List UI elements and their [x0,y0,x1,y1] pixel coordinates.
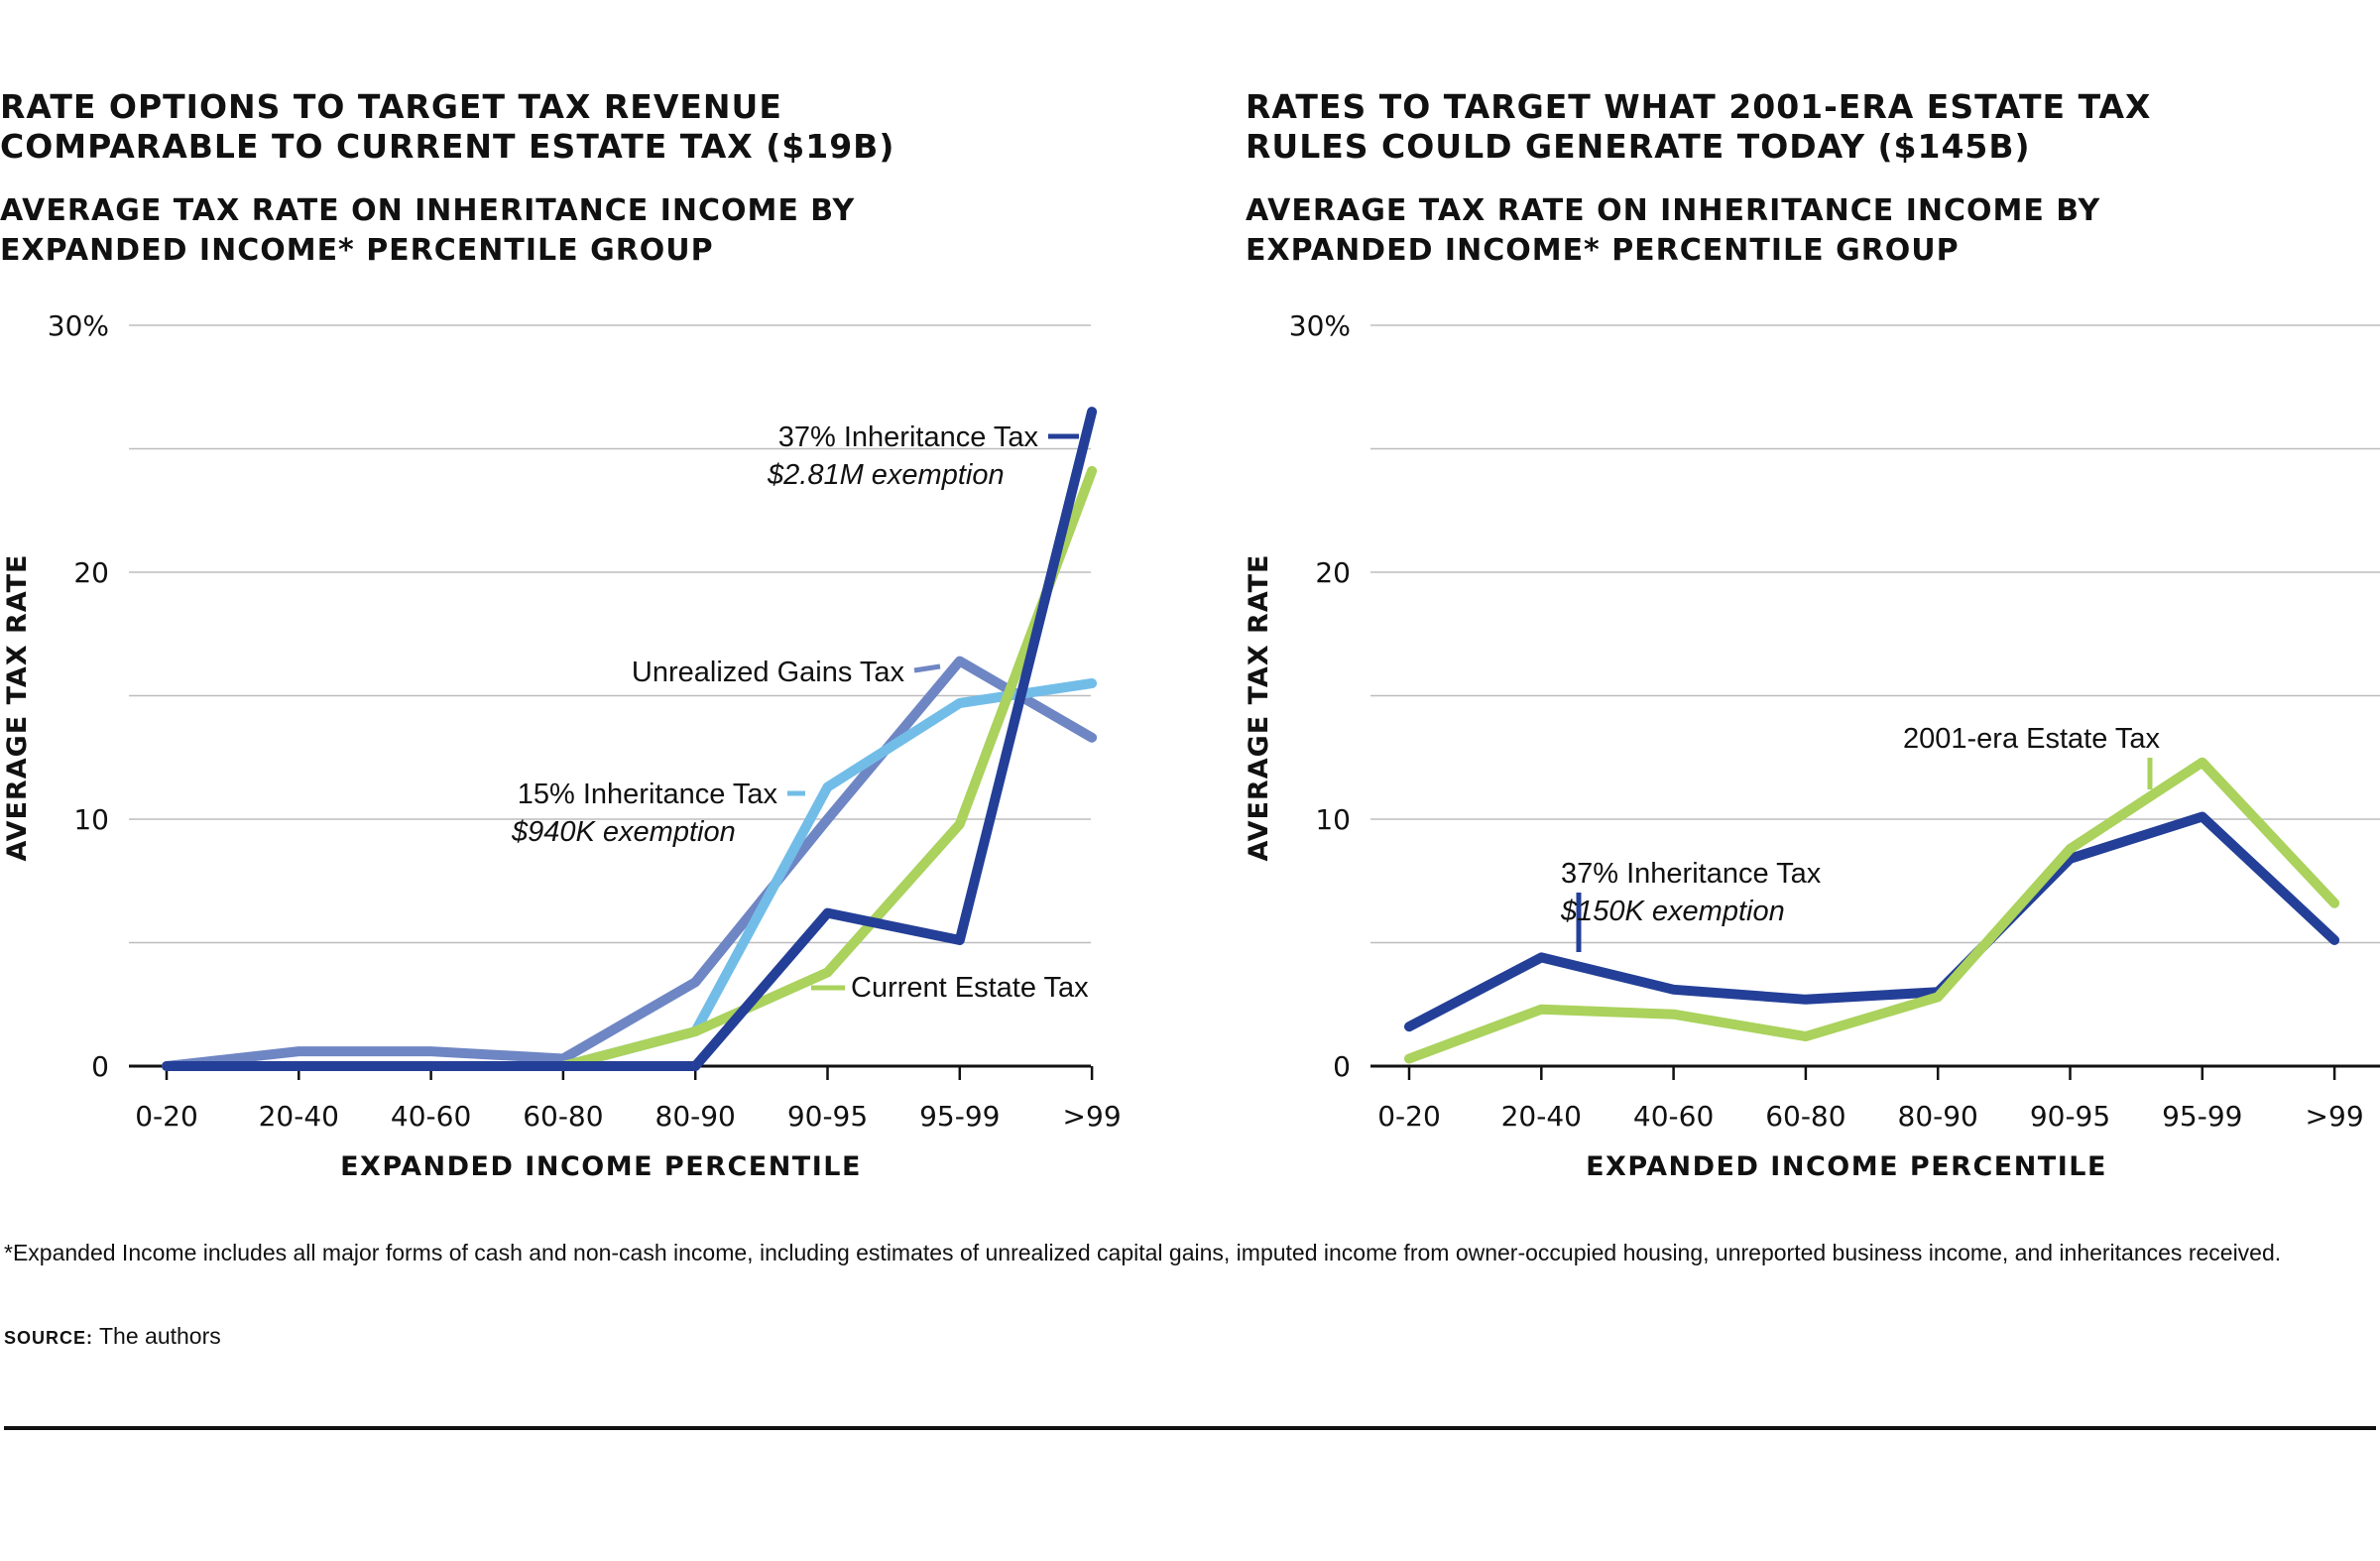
x-tick-label: 20-40 [1501,1100,1582,1133]
left-line-chart: 0 10 20 30% AVERAGE TAX RATE 0-20 20-40 40-60 60… [2,309,1122,1182]
x-tick-label: 95-99 [919,1100,1000,1133]
chart-subtitle: AVERAGE TAX RATE ON INHERITANCE INCOME B… [0,193,856,268]
series-line-0 [1404,811,2340,1032]
series-line-3 [162,407,1098,1071]
x-tick-label: 40-60 [1633,1100,1714,1133]
y-tick-label: 0 [1333,1050,1351,1083]
footnote: *Expanded Income includes all major form… [4,1240,2282,1265]
series-label: 15% Inheritance Tax [518,779,778,810]
x-tick-label: 60-80 [1765,1100,1845,1133]
x-tick-label: 80-90 [655,1100,736,1133]
y-tick-label: 10 [1315,803,1351,836]
chart-title: RATE OPTIONS TO TARGET TAX REVENUE COMPA… [0,87,895,166]
y-tick-label: 30% [48,309,109,342]
x-tick-label: 0-20 [135,1100,198,1133]
source-line: SOURCE: The authors [4,1323,221,1350]
chart-title: RATES TO TARGET WHAT 2001-ERA ESTATE TAX… [1246,87,2152,166]
y-axis-label: AVERAGE TAX RATE [1244,554,1274,862]
series-sublabel: $150K exemption [1560,896,1785,927]
x-tick-label: 0-20 [1377,1100,1441,1133]
series-label: 37% Inheritance Tax [1561,858,1822,890]
series-sublabel: $940K exemption [511,816,736,848]
series-label: 2001-era Estate Tax [1903,723,2161,755]
x-tick-label: 60-80 [523,1100,603,1133]
bottom-rule [4,1426,2376,1430]
series-label: 37% Inheritance Tax [778,421,1039,453]
y-tick-label: 0 [91,1050,109,1083]
x-tick-label: 80-90 [1898,1100,1978,1133]
series-label-leader [913,663,941,673]
y-tick-label: 20 [1315,556,1351,589]
series-line-0 [162,656,1098,1071]
x-axis-label: EXPANDED INCOME PERCENTILE [340,1151,862,1182]
chart-subtitle: AVERAGE TAX RATE ON INHERITANCE INCOME B… [1246,193,2101,268]
y-axis-label: AVERAGE TAX RATE [2,554,33,862]
x-tick-label: 90-95 [2030,1100,2110,1133]
series-line-1 [1404,757,2340,1064]
series-line-1 [162,678,1098,1071]
series-label: Unrealized Gains Tax [632,657,905,688]
x-tick-label: >99 [2306,1100,2364,1133]
x-tick-label: 20-40 [259,1100,339,1133]
right-line-chart: 0 10 20 30% AVERAGE TAX RATE 0-20 20-40 40-60 60… [1244,309,2380,1182]
source-label: SOURCE: [4,1328,94,1348]
x-axis-label: EXPANDED INCOME PERCENTILE [1586,1151,2107,1182]
x-tick-label: 90-95 [787,1100,868,1133]
source-text: The authors [99,1323,221,1349]
y-tick-label: 30% [1289,309,1351,342]
x-tick-label: >99 [1063,1100,1122,1133]
y-tick-label: 20 [73,556,109,589]
x-tick-label: 95-99 [2162,1100,2242,1133]
x-tick-label: 40-60 [391,1100,471,1133]
series-label: Current Estate Tax [851,972,1089,1004]
y-tick-label: 10 [73,803,109,836]
series-sublabel: $2.81M exemption [767,459,1005,491]
